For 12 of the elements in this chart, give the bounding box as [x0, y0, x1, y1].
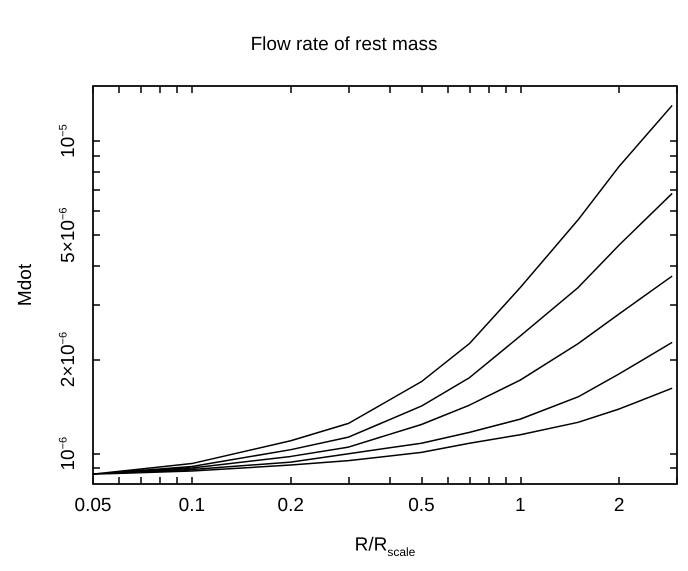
x-tick-label: 1 — [515, 495, 526, 516]
x-tick-label: 0.1 — [178, 495, 206, 516]
y-tick-label: 10−6 — [58, 436, 79, 471]
chart-title: Flow rate of rest mass — [250, 34, 438, 55]
y-tick-label: 2×10−6 — [58, 332, 79, 388]
y-tick-label: 10−5 — [58, 124, 79, 158]
x-tick-label: 2 — [614, 495, 624, 516]
x-tick-label: 0.5 — [408, 495, 435, 516]
x-tick-label: 0.05 — [74, 495, 112, 516]
y-axis-title: Mdot — [15, 263, 36, 306]
y-tick-label: 5×10−6 — [58, 208, 79, 263]
x-tick-label: 0.2 — [278, 495, 304, 516]
